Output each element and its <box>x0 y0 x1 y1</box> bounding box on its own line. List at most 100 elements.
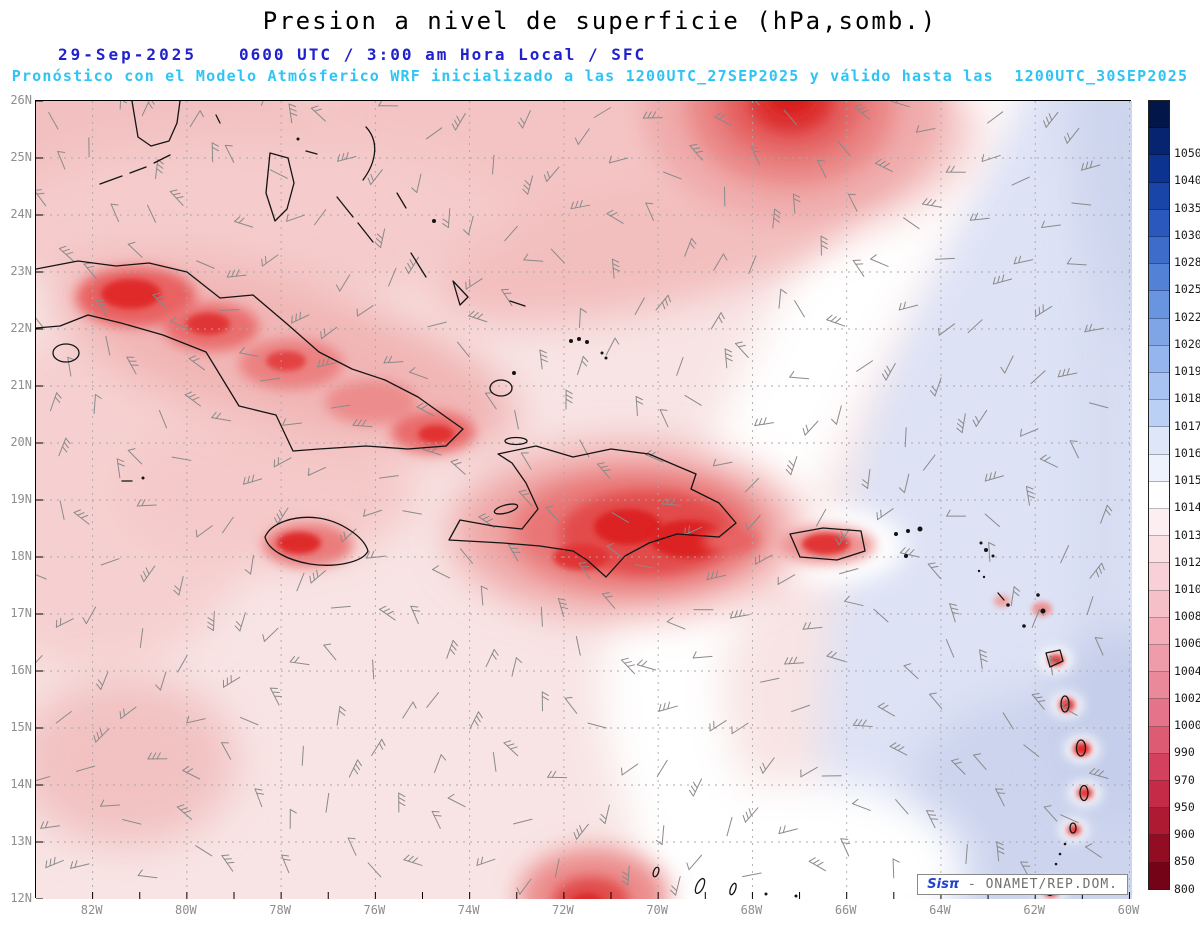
lat-tick-label: 22N <box>10 321 32 335</box>
lat-tick-label: 14N <box>10 777 32 791</box>
colorbar-cell <box>1149 672 1169 700</box>
colorbar-tick-label: 1010 <box>1174 581 1200 596</box>
colorbar-cell <box>1149 155 1169 183</box>
cayman-islands <box>121 476 145 482</box>
forecast-time: 0600 UTC / 3:00 am Hora Local / SFC <box>238 45 647 64</box>
axis-ticks-layer <box>36 101 1130 899</box>
colorbar-tick-label: 1012 <box>1174 554 1200 569</box>
colorbar-tick-label: 850 <box>1174 854 1195 869</box>
colorbar-tick-label: 1040 <box>1174 173 1200 188</box>
gonave-island <box>493 503 519 515</box>
wind-barbs-layer <box>36 101 1113 896</box>
lat-tick-label: 26N <box>10 93 32 107</box>
colorbar-tick-label: 900 <box>1174 827 1195 842</box>
colorbar-cell <box>1149 753 1169 782</box>
colorbar-cell <box>1149 699 1169 727</box>
colorbar-cell <box>1149 264 1169 292</box>
colorbar-cell <box>1149 209 1169 238</box>
lon-tick-label: 64W <box>929 903 951 917</box>
lat-tick-label: 16N <box>10 663 32 677</box>
cuba-coastline <box>36 260 464 452</box>
lat-tick-label: 21N <box>10 378 32 392</box>
lon-tick-label: 72W <box>552 903 574 917</box>
bahamas-islands <box>215 114 608 397</box>
colorbar-tick-label: 1002 <box>1174 690 1200 705</box>
florida-coastline <box>131 101 181 147</box>
pressure-map: Sisπ - ONAMET/REP.DOM. <box>35 100 1132 899</box>
colorbar-cell <box>1149 373 1169 401</box>
colorbar-tick-label: 990 <box>1174 745 1195 760</box>
lat-tick-label: 12N <box>10 891 32 905</box>
lon-tick-label: 76W <box>363 903 386 917</box>
lat-tick-label: 18N <box>10 549 32 563</box>
lat-tick-label: 23N <box>10 264 32 278</box>
lat-tick-label: 24N <box>10 207 32 221</box>
lat-tick-label: 17N <box>10 606 32 620</box>
datetime-row: 29-Sep-2025 0600 UTC / 3:00 am Hora Loca… <box>58 45 646 64</box>
colorbar-tick-label: 970 <box>1174 772 1195 787</box>
grid-layer <box>36 101 1132 899</box>
colorbar-cell <box>1149 454 1169 482</box>
colorbar-cells <box>1149 101 1169 889</box>
colorbar-tick-label: 1018 <box>1174 391 1200 406</box>
colorbar-tick-label: 800 <box>1174 881 1195 896</box>
colorbar-cell <box>1149 427 1169 455</box>
colorbar-cell <box>1149 318 1169 346</box>
watermark-brand: Sisπ <box>927 877 960 892</box>
colorbar-cell <box>1149 509 1169 537</box>
lon-tick-label: 68W <box>740 903 763 917</box>
colorbar-tick-label: 1016 <box>1174 445 1200 460</box>
tortuga-island <box>504 436 528 446</box>
colorbar-cell <box>1149 862 1169 889</box>
florida-keys <box>99 154 171 185</box>
lon-tick-label: 60W <box>1117 903 1140 917</box>
puerto-rico-coastline <box>789 527 866 561</box>
colorbar-cell <box>1149 291 1169 319</box>
jamaica-coastline <box>264 516 369 566</box>
colorbar-tick-label: 1020 <box>1174 336 1200 351</box>
page-title: Presion a nivel de superficie (hPa,somb.… <box>262 7 938 35</box>
map-canvas <box>36 101 1132 899</box>
lon-tick-label: 70W <box>646 903 668 917</box>
lon-tick-label: 82W <box>80 903 103 917</box>
colorbar-cell <box>1149 590 1169 618</box>
lon-tick-label: 74W <box>457 903 480 917</box>
colorbar-tick-label: 1035 <box>1174 200 1200 215</box>
colorbar-cell <box>1149 617 1169 646</box>
abc-islands <box>652 866 798 898</box>
colorbar-tick-label: 1030 <box>1174 227 1200 242</box>
watermark-suffix: - ONAMET/REP.DOM. <box>959 877 1118 892</box>
colorbar-cell <box>1149 781 1169 809</box>
lat-tick-label: 25N <box>10 150 32 164</box>
colorbar-tick-label: 1017 <box>1174 418 1200 433</box>
lon-tick-label: 62W <box>1023 903 1046 917</box>
colorbar-cell <box>1149 101 1169 129</box>
coastline-layer <box>36 101 1089 898</box>
colorbar-tick-label: 950 <box>1174 799 1195 814</box>
colorbar-tick-label: 1013 <box>1174 527 1200 542</box>
colorbar-tick-label: 1008 <box>1174 609 1200 624</box>
forecast-date: 29-Sep-2025 <box>58 45 197 64</box>
colorbar-tick-label: 1015 <box>1174 473 1200 488</box>
colorbar-tick-label: 1025 <box>1174 282 1200 297</box>
lat-tick-label: 15N <box>10 720 32 734</box>
colorbar-cell <box>1149 536 1169 564</box>
watermark: Sisπ - ONAMET/REP.DOM. <box>917 874 1128 895</box>
colorbar-cell <box>1149 345 1169 374</box>
colorbar-cell <box>1149 481 1169 510</box>
colorbar-cell <box>1149 400 1169 428</box>
colorbar-tick-label: 1019 <box>1174 364 1200 379</box>
colorbar-tick-label: 1028 <box>1174 255 1200 270</box>
colorbar-cell <box>1149 563 1169 591</box>
colorbar-tick-label: 1022 <box>1174 309 1200 324</box>
isle-of-youth-coastline <box>52 343 80 363</box>
lat-tick-label: 13N <box>10 834 32 848</box>
pressure-shading-layer <box>36 101 1132 899</box>
colorbar <box>1148 100 1170 890</box>
lat-tick-label: 20N <box>10 435 32 449</box>
model-init-info: Pronóstico con el Modelo Atmósferico WRF… <box>11 67 1189 85</box>
lat-tick-label: 19N <box>10 492 32 506</box>
colorbar-cell <box>1149 645 1169 673</box>
colorbar-cell <box>1149 726 1169 754</box>
colorbar-tick-label: 1004 <box>1174 663 1200 678</box>
